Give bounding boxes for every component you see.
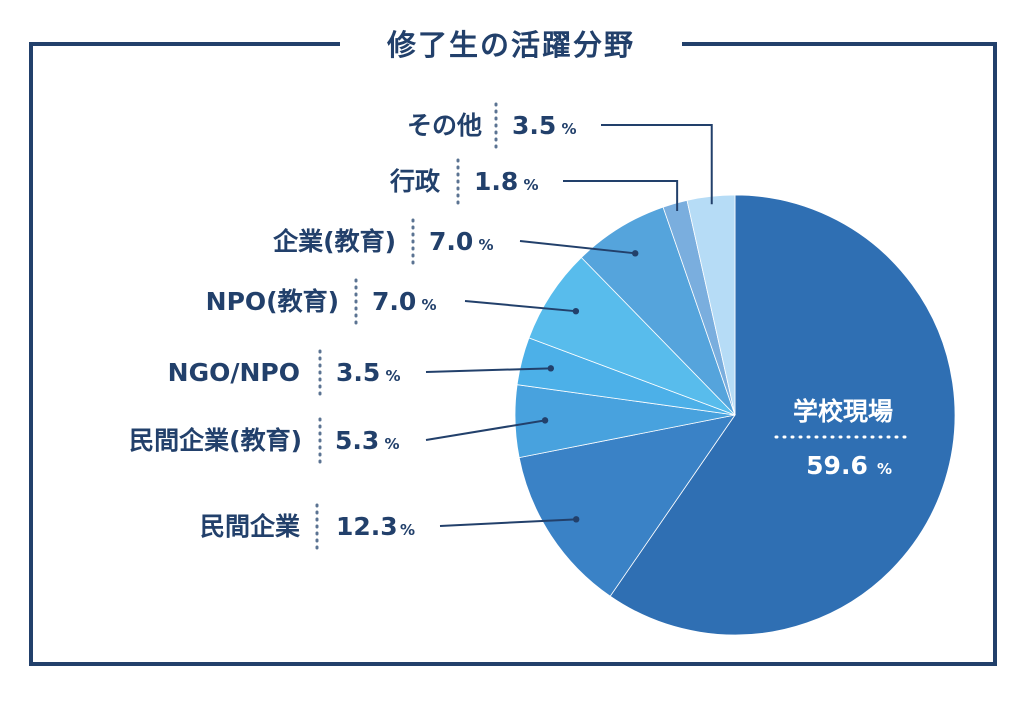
slice-label-value-2: 5.3 — [335, 426, 379, 455]
slice-label-unit-6: % — [524, 176, 539, 194]
slice-label-name-0: 学校現場 — [793, 397, 893, 426]
slice-label-unit-5: % — [479, 236, 494, 254]
leader-dot-1 — [572, 516, 580, 523]
leader-dot-4 — [572, 307, 580, 315]
slice-label-unit-3: % — [386, 367, 401, 385]
leader-line-7 — [601, 124, 713, 205]
chart-frame — [29, 42, 997, 666]
slice-label-value-7: 3.5 — [512, 111, 556, 140]
slice-label-unit-4: % — [422, 296, 437, 314]
slice-label-name-7: その他 — [407, 111, 482, 140]
leader-dot-5 — [632, 250, 639, 257]
leader-line-3 — [425, 367, 551, 373]
slice-labels: 学校現場 59.6 % 民間企業 12.3 % 民間企業(教育) 5.3 % NGO/NPO 3.5… — [129, 102, 914, 551]
slice-label-unit-1: % — [400, 521, 415, 539]
leader-dot-2 — [541, 417, 549, 424]
slice-label-name-4: NPO(教育) — [206, 287, 339, 316]
leader-line-5 — [519, 240, 636, 255]
chart-title: 修了生の活躍分野 — [386, 28, 635, 62]
slice-label-value-0: 59.6 — [806, 451, 868, 480]
slice-label-value-5: 7.0 — [429, 227, 473, 256]
slice-label-name-2: 民間企業(教育) — [129, 426, 302, 455]
slice-label-value-1: 12.3 — [336, 512, 398, 541]
slice-label-name-3: NGO/NPO — [168, 358, 300, 387]
slice-label-name-6: 行政 — [389, 167, 441, 196]
slice-label-name-1: 民間企業 — [200, 512, 300, 541]
slice-label-unit-7: % — [562, 120, 577, 138]
pie-slices — [514, 194, 956, 636]
pie-slice-0 — [609, 194, 956, 636]
leader-dot-3 — [547, 365, 555, 372]
slice-label-unit-2: % — [385, 435, 400, 453]
slice-label-value-6: 1.8 — [474, 167, 518, 196]
pie-slice-1 — [518, 414, 736, 597]
leader-line-1 — [439, 518, 577, 527]
leader-line-6 — [563, 180, 679, 212]
slice-label-name-5: 企業(教育) — [273, 227, 396, 256]
leader-lines — [425, 124, 713, 527]
slice-label-value-4: 7.0 — [372, 287, 416, 316]
slice-label-unit-0: % — [877, 460, 892, 478]
leader-line-2 — [425, 419, 546, 441]
slice-label-value-3: 3.5 — [336, 358, 380, 387]
leader-line-4 — [464, 300, 576, 313]
